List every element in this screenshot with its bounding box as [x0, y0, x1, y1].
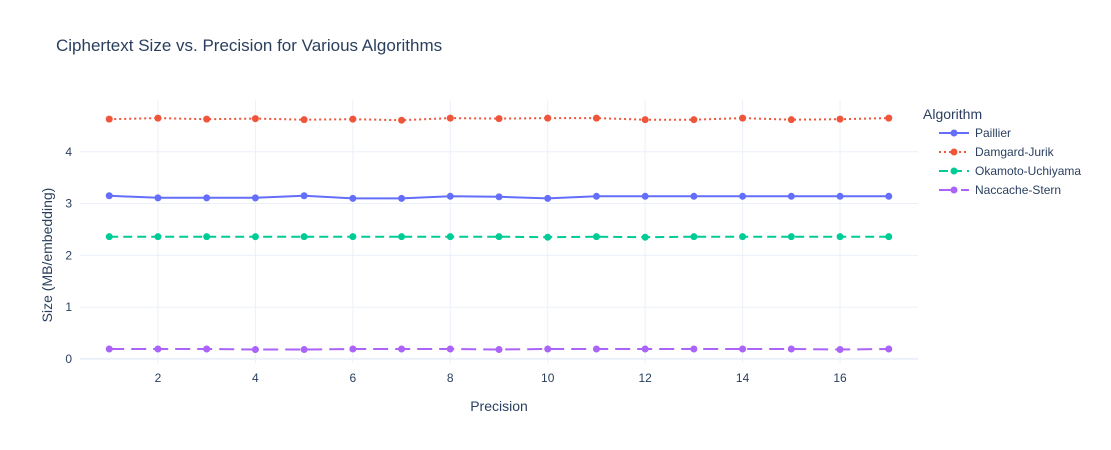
data-point	[495, 115, 503, 123]
data-point	[154, 345, 162, 353]
data-point	[300, 116, 308, 124]
data-point	[641, 116, 649, 124]
data-point	[739, 233, 747, 241]
data-point	[836, 192, 844, 200]
data-point	[105, 115, 113, 123]
data-point	[105, 233, 113, 241]
data-point	[787, 345, 795, 353]
data-point	[592, 345, 600, 353]
data-point	[495, 193, 503, 201]
data-point	[739, 345, 747, 353]
data-point	[885, 192, 893, 200]
data-point	[203, 115, 211, 123]
data-point	[787, 116, 795, 124]
x-tick-label: 8	[447, 371, 454, 385]
x-tick-label: 10	[541, 371, 555, 385]
legend: Algorithm Paillier Damgard-Jurik Okamoto-U…	[923, 106, 1081, 197]
data-point	[446, 233, 454, 241]
data-point	[105, 192, 113, 200]
x-tick-label: 6	[349, 371, 356, 385]
data-point	[398, 233, 406, 241]
data-point	[836, 346, 844, 354]
data-point	[300, 233, 308, 241]
data-point	[495, 346, 503, 354]
data-point	[885, 114, 893, 122]
data-point	[836, 115, 844, 123]
legend-swatch-marker	[950, 148, 958, 156]
data-point	[349, 194, 357, 202]
data-point	[203, 345, 211, 353]
data-point	[787, 233, 795, 241]
data-point	[495, 233, 503, 241]
x-axis-title: Precision	[470, 398, 528, 414]
data-point	[154, 233, 162, 241]
legend-swatch-marker	[950, 129, 958, 137]
data-point	[690, 192, 698, 200]
data-point	[398, 194, 406, 202]
data-point	[690, 233, 698, 241]
data-point	[300, 192, 308, 200]
data-point	[446, 345, 454, 353]
data-point	[787, 192, 795, 200]
y-tick-label: 3	[65, 197, 72, 211]
data-point	[885, 233, 893, 241]
legend-swatch-marker	[950, 167, 958, 175]
data-point	[398, 345, 406, 353]
y-tick-label: 0	[65, 352, 72, 366]
series-line-naccache-stern	[109, 348, 889, 351]
y-tick-label: 4	[65, 145, 72, 159]
data-point	[203, 194, 211, 202]
x-tick-label: 16	[833, 371, 847, 385]
data-point	[641, 233, 649, 241]
x-tick-label: 4	[252, 371, 259, 385]
legend-label: Damgard-Jurik	[975, 145, 1055, 159]
data-point	[641, 192, 649, 200]
data-point	[544, 233, 552, 241]
data-point	[592, 233, 600, 241]
x-tick-label: 2	[155, 371, 162, 385]
data-point	[836, 233, 844, 241]
legend-label: Naccache-Stern	[975, 183, 1061, 197]
data-point	[690, 116, 698, 124]
data-point	[105, 345, 113, 353]
y-tick-label: 2	[65, 248, 72, 262]
data-point	[739, 192, 747, 200]
data-point	[251, 346, 259, 354]
legend-label: Okamoto-Uchiyama	[975, 164, 1081, 178]
y-axis-title: Size (MB/embedding)	[39, 188, 55, 323]
data-point	[398, 116, 406, 124]
data-point	[885, 345, 893, 353]
data-point	[349, 115, 357, 123]
data-point	[739, 114, 747, 122]
legend-title: Algorithm	[923, 106, 982, 122]
data-point	[251, 233, 259, 241]
data-point	[251, 194, 259, 202]
data-point	[349, 345, 357, 353]
data-point	[544, 114, 552, 122]
data-point	[544, 194, 552, 202]
data-point	[203, 233, 211, 241]
data-point	[446, 114, 454, 122]
chart-title: Ciphertext Size vs. Precision for Variou…	[56, 36, 442, 55]
data-point	[690, 345, 698, 353]
data-point	[154, 114, 162, 122]
data-point	[154, 194, 162, 202]
series-line-okamoto-uchiyama	[109, 235, 889, 239]
y-tick-label: 1	[65, 300, 72, 314]
data-point	[300, 346, 308, 354]
legend-swatch-marker	[950, 186, 958, 194]
data-point	[592, 114, 600, 122]
data-point	[349, 233, 357, 241]
data-point	[446, 192, 454, 200]
data-point	[592, 192, 600, 200]
data-point	[641, 345, 649, 353]
legend-label: Paillier	[975, 126, 1011, 140]
data-point	[251, 115, 259, 123]
data-point	[544, 345, 552, 353]
x-tick-label: 12	[638, 371, 652, 385]
x-tick-label: 14	[736, 371, 750, 385]
